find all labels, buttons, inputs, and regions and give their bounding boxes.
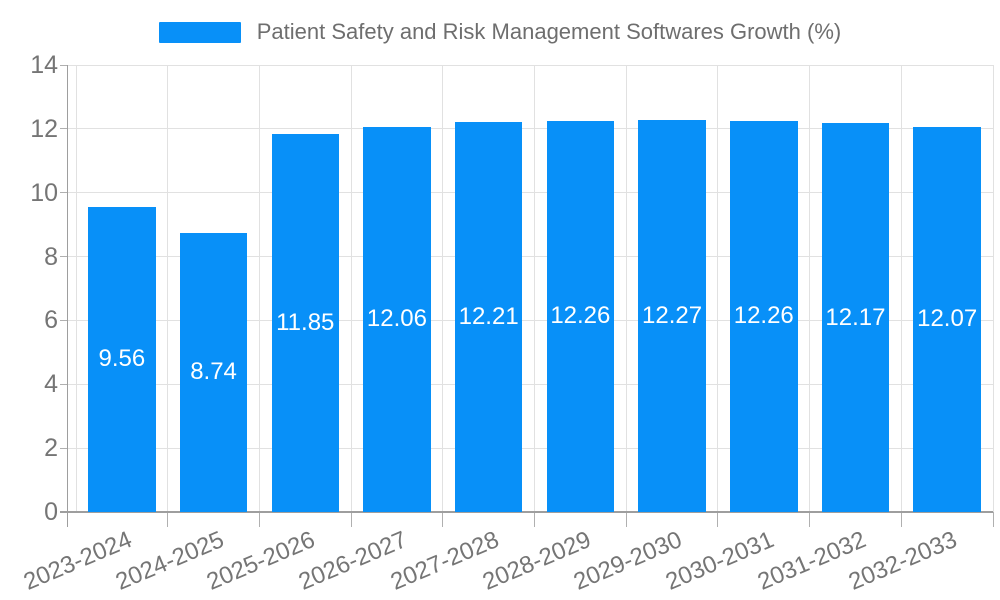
y-tick-mark bbox=[59, 447, 68, 449]
y-tick-mark bbox=[59, 64, 68, 66]
bar-value-label: 12.17 bbox=[825, 303, 886, 331]
y-axis-label: 4 bbox=[44, 370, 58, 399]
bar-value-label: 12.06 bbox=[366, 305, 427, 333]
bar[interactable]: 12.26 bbox=[730, 120, 798, 512]
bar-value-label: 12.07 bbox=[917, 305, 978, 333]
x-tick-mark bbox=[67, 512, 68, 527]
x-tick-mark bbox=[717, 512, 719, 527]
bar[interactable]: 8.74 bbox=[179, 232, 248, 512]
y-tick-mark bbox=[59, 256, 68, 258]
legend[interactable]: Patient Safety and Risk Management Softw… bbox=[0, 18, 1000, 46]
y-axis-label: 6 bbox=[44, 306, 58, 335]
gridline-vertical bbox=[442, 65, 444, 512]
x-tick-mark bbox=[534, 512, 535, 527]
x-tick-mark bbox=[350, 512, 352, 527]
x-tick-mark bbox=[625, 512, 627, 527]
bar-value-label: 12.26 bbox=[550, 302, 611, 330]
gridline-vertical bbox=[350, 65, 352, 512]
bar-value-label: 11.85 bbox=[276, 308, 335, 336]
y-tick-mark bbox=[59, 511, 68, 513]
x-tick-mark bbox=[167, 512, 169, 527]
bar[interactable]: 9.56 bbox=[88, 206, 156, 512]
bar-value-label: 12.26 bbox=[733, 302, 794, 330]
bar-value-label: 12.27 bbox=[642, 302, 703, 330]
gridline-vertical bbox=[717, 65, 719, 512]
bar[interactable]: 11.85 bbox=[271, 133, 339, 512]
gridline-vertical bbox=[258, 65, 260, 512]
x-tick-mark bbox=[442, 512, 444, 527]
legend-label[interactable]: Patient Safety and Risk Management Softw… bbox=[256, 19, 842, 44]
y-axis-label: 10 bbox=[30, 178, 58, 207]
gridline-horizontal bbox=[67, 64, 993, 66]
x-tick-mark bbox=[900, 512, 902, 527]
gridline-vertical bbox=[900, 65, 902, 512]
gridline-vertical bbox=[625, 65, 627, 512]
gridline-vertical bbox=[167, 65, 169, 512]
y-tick-mark bbox=[59, 383, 68, 385]
gridline-vertical bbox=[534, 65, 535, 512]
legend-swatch[interactable] bbox=[158, 21, 241, 43]
bar[interactable]: 12.26 bbox=[546, 120, 615, 512]
bar-value-label: 8.74 bbox=[190, 358, 237, 386]
bar[interactable]: 12.06 bbox=[363, 126, 431, 512]
bar[interactable]: 12.21 bbox=[454, 122, 523, 512]
bar[interactable]: 12.07 bbox=[913, 126, 981, 512]
bar-value-label: 9.56 bbox=[98, 345, 146, 373]
x-tick-mark bbox=[992, 512, 994, 527]
y-axis-label: 12 bbox=[30, 114, 58, 143]
y-axis-label: 2 bbox=[44, 434, 58, 463]
gridline-vertical bbox=[75, 65, 77, 512]
y-axis-label: 8 bbox=[44, 242, 58, 271]
y-tick-mark bbox=[59, 128, 68, 130]
bar[interactable]: 12.17 bbox=[821, 123, 890, 512]
y-tick-mark bbox=[59, 192, 68, 194]
bar[interactable]: 12.27 bbox=[638, 120, 706, 512]
y-tick-mark bbox=[59, 319, 68, 321]
y-axis-line bbox=[66, 65, 69, 527]
x-tick-mark bbox=[809, 512, 811, 527]
y-axis-label: 0 bbox=[44, 498, 58, 526]
x-tick-mark bbox=[258, 512, 260, 527]
y-axis-label: 14 bbox=[30, 51, 58, 79]
gridline-vertical bbox=[809, 65, 811, 512]
bar-value-label: 12.21 bbox=[458, 303, 519, 331]
gridline-vertical bbox=[992, 65, 994, 512]
